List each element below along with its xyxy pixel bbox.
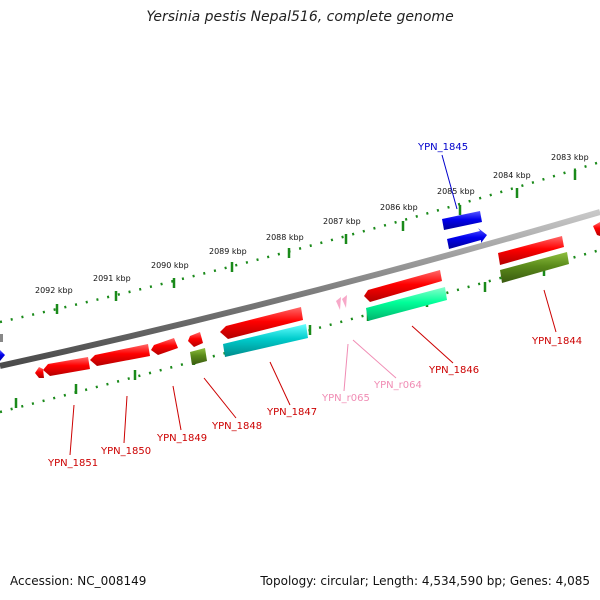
accession-label: Accession: NC_008149 (10, 574, 147, 588)
gene-ypn-1849-arrow (151, 338, 178, 355)
outer-scale-ring (0, 160, 600, 324)
gene-label-ypn-1848: YPN_1848 (211, 421, 262, 432)
gene-label-ypn-1846: YPN_1846 (428, 365, 479, 376)
scale-label-2090: 2090 kbp (151, 261, 189, 270)
label-leaders (69, 154, 557, 456)
gene-label-ypn-1851: YPN_1851 (47, 458, 98, 469)
gene-ypn-1846-arrow (364, 270, 442, 302)
scale-label-2088: 2088 kbp (266, 233, 304, 242)
rna-ypn-r064-marker (342, 295, 347, 308)
scale-label-2084: 2084 kbp (493, 171, 531, 180)
gene-ypn-1845-arrow (442, 211, 482, 230)
feature-partial-right-red (593, 222, 600, 236)
gene-ypn-1848-lower-arrow (190, 348, 207, 365)
rna-ypn-r065-marker (336, 297, 341, 310)
gene-ypn-1844-arrow (498, 236, 564, 265)
scale-label-2092: 2092 kbp (35, 286, 73, 295)
gene-ypn-1846-lower-arrow (366, 287, 447, 321)
gene-ypn-1844-lower-arrow (500, 252, 569, 283)
gene-label-ypn-1845: YPN_1845 (417, 142, 468, 153)
scale-label-2089: 2089 kbp (209, 247, 247, 256)
gene-label-ypn-r065: YPN_r065 (321, 393, 370, 404)
scale-label-2083: 2083 kbp (551, 153, 589, 162)
scale-label-2086: 2086 kbp (380, 203, 418, 212)
scale-label-2087: 2087 kbp (323, 217, 361, 226)
gene-label-ypn-r064: YPN_r064 (373, 380, 422, 391)
gene-label-ypn-1849: YPN_1849 (156, 433, 207, 444)
genome-backbone (0, 209, 600, 369)
gene-small-left-arrow (35, 367, 44, 378)
gene-label-ypn-1850: YPN_1850 (100, 446, 151, 457)
scale-label-2091: 2091 kbp (93, 274, 131, 283)
gene-ypn-1847-arrow (220, 307, 303, 339)
feature-partial-left-gray (0, 334, 3, 342)
scale-labels: 2083 kbp 2084 kbp 2085 kbp 2086 kbp 2087… (35, 153, 589, 295)
gene-ypn-1850-arrow (90, 344, 150, 366)
outer-major-ticks (55, 170, 577, 314)
gene-label-ypn-1844: YPN_1844 (531, 336, 582, 347)
gene-ypn-1851-arrow (43, 357, 90, 376)
genome-summary: Topology: circular; Length: 4,534,590 bp… (260, 574, 590, 588)
feature-partial-left-blue (0, 350, 5, 361)
gene-ypn-1845-arrow-2 (447, 228, 487, 249)
gene-label-ypn-1847: YPN_1847 (266, 407, 317, 418)
map-title: Yersinia pestis Nepal516, complete genom… (146, 9, 454, 25)
scale-label-2085: 2085 kbp (437, 187, 475, 196)
gene-ypn-1848-arrow (188, 332, 203, 347)
gene-ypn-1847-lower-arrow (223, 324, 308, 357)
